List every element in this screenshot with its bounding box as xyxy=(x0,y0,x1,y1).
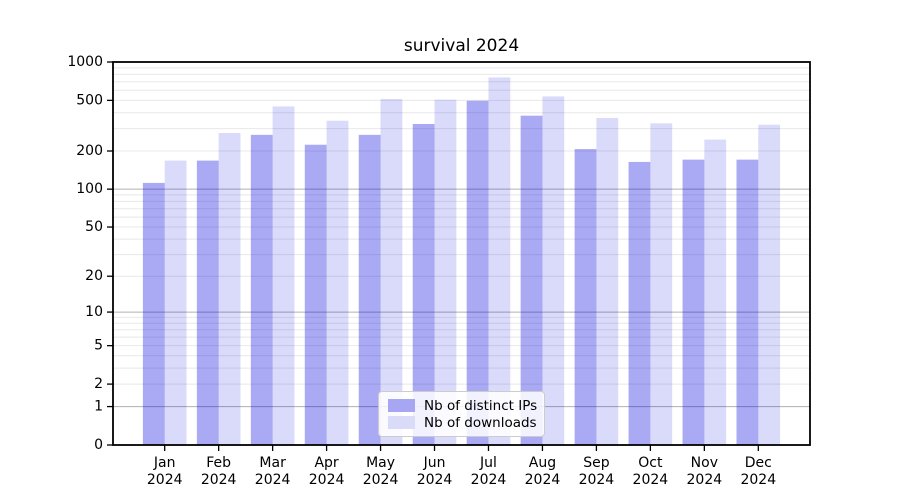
x-tick-label-month: Jul xyxy=(479,455,497,471)
x-tick-label-year: 2024 xyxy=(147,472,183,488)
y-tick-label: 10 xyxy=(85,304,103,320)
bar-distinct-ips xyxy=(142,182,165,446)
x-tick-label-month: May xyxy=(366,455,395,471)
legend: Nb of distinct IPs Nb of downloads xyxy=(378,391,545,437)
y-tick-label: 1000 xyxy=(67,54,103,70)
x-tick-label-month: Apr xyxy=(314,455,338,471)
bar-downloads xyxy=(596,118,619,446)
bar-downloads xyxy=(650,123,673,445)
y-tick-label: 50 xyxy=(85,219,103,235)
x-tick-label-month: Jun xyxy=(423,455,446,471)
bar-distinct-ips xyxy=(412,124,435,445)
bar-downloads xyxy=(434,99,457,446)
plot-frame xyxy=(112,61,811,446)
bar-downloads xyxy=(758,124,781,445)
bar-downloads xyxy=(218,133,241,445)
x-tick-label-month: Sep xyxy=(583,455,610,471)
y-tick-label: 2 xyxy=(94,376,103,392)
x-tick-label-year: 2024 xyxy=(255,472,291,488)
bar-distinct-ips xyxy=(628,161,651,445)
y-tick-label: 0 xyxy=(94,437,103,453)
legend-row-distinct-ips: Nb of distinct IPs xyxy=(388,397,538,414)
bar-distinct-ips xyxy=(574,149,597,445)
bar-downloads xyxy=(164,160,187,446)
legend-label-downloads: Nb of downloads xyxy=(424,414,537,431)
bar-downloads xyxy=(380,99,403,445)
legend-label-distinct-ips: Nb of distinct IPs xyxy=(424,397,538,414)
bar-distinct-ips xyxy=(736,159,759,445)
x-tick-label-month: Nov xyxy=(691,455,718,471)
bar-distinct-ips xyxy=(196,160,219,446)
bar-downloads xyxy=(704,139,727,446)
x-tick-label-year: 2024 xyxy=(417,472,453,488)
bar-distinct-ips xyxy=(358,134,381,445)
bar-distinct-ips xyxy=(520,115,543,445)
bar-distinct-ips xyxy=(466,100,489,445)
x-tick-label-month: Dec xyxy=(745,455,772,471)
legend-row-downloads: Nb of downloads xyxy=(388,414,537,431)
x-tick-label-year: 2024 xyxy=(363,472,399,488)
x-tick-label-year: 2024 xyxy=(309,472,345,488)
x-tick-label-year: 2024 xyxy=(579,472,615,488)
x-tick-label-year: 2024 xyxy=(687,472,723,488)
bar-downloads xyxy=(488,77,511,446)
y-tick-label: 20 xyxy=(85,268,103,284)
x-tick-label-month: Feb xyxy=(206,455,231,471)
x-tick-label-year: 2024 xyxy=(740,472,776,488)
y-tick-label: 1 xyxy=(94,399,103,415)
legend-swatch-downloads xyxy=(388,416,415,429)
y-tick-label: 100 xyxy=(76,181,103,197)
x-tick-label-month: Mar xyxy=(259,455,286,471)
bar-distinct-ips xyxy=(304,144,327,445)
bar-downloads xyxy=(272,106,295,446)
x-tick-label-month: Jan xyxy=(153,455,176,471)
bar-downloads xyxy=(326,120,349,446)
x-tick-label-year: 2024 xyxy=(525,472,561,488)
x-tick-label-year: 2024 xyxy=(471,472,507,488)
x-tick-label-year: 2024 xyxy=(201,472,237,488)
y-tick-label: 200 xyxy=(76,143,103,159)
legend-swatch-distinct-ips xyxy=(388,399,415,412)
y-tick-label: 500 xyxy=(76,92,103,108)
bar-distinct-ips xyxy=(250,134,273,445)
x-tick-label-month: Aug xyxy=(529,455,556,471)
y-tick-label: 5 xyxy=(94,338,103,354)
bar-downloads xyxy=(542,96,565,445)
x-tick-label-month: Oct xyxy=(638,455,663,471)
chart-title: survival 2024 xyxy=(403,36,520,56)
bar-distinct-ips xyxy=(682,159,705,445)
x-tick-label-year: 2024 xyxy=(633,472,669,488)
